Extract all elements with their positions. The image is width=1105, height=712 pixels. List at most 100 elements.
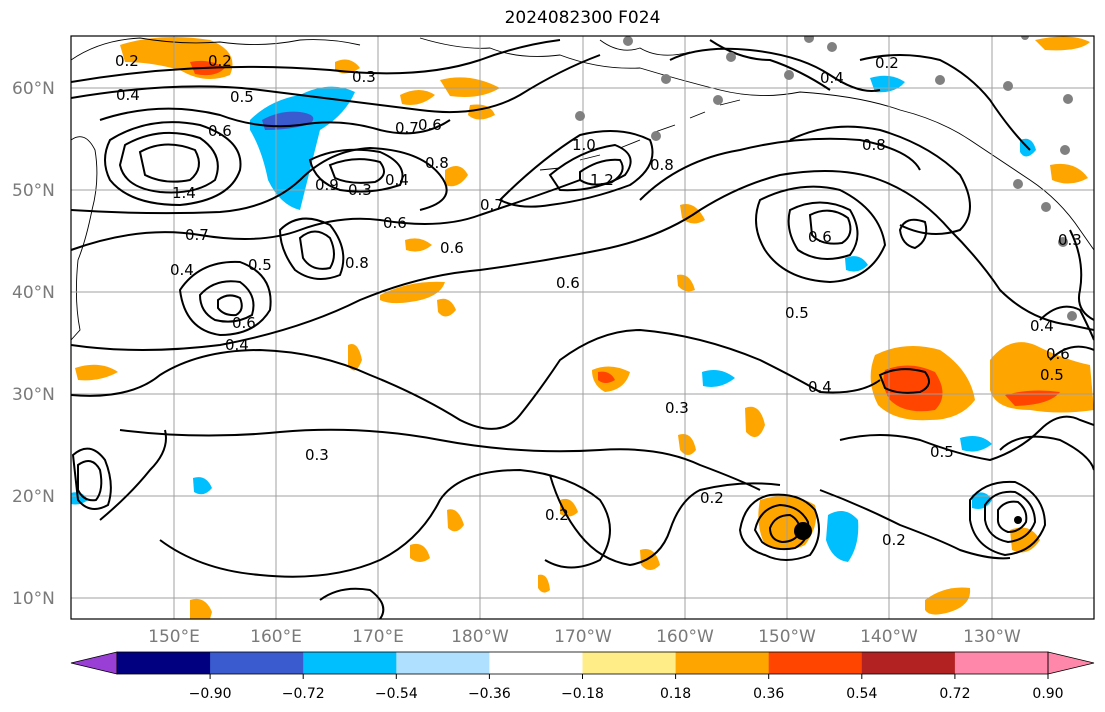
contour-label: 0.8 — [345, 254, 369, 272]
shade-orange — [440, 77, 500, 97]
longitude-labels: 150°E 160°E 170°E 180°W 170°W 160°W 150°… — [148, 627, 1021, 647]
colorbar-bin — [954, 652, 1049, 674]
shade-blue — [972, 492, 992, 509]
contour-line — [996, 500, 1028, 534]
lon-label: 160°E — [250, 627, 302, 647]
contour-line — [71, 447, 112, 510]
contour-label: 0.6 — [208, 122, 232, 140]
shade-blue — [960, 436, 992, 452]
coastline-aleutians — [539, 99, 741, 171]
contour-line — [278, 217, 345, 280]
station-dots — [575, 36, 1077, 321]
contour-line — [138, 143, 200, 183]
colorbar-bin — [303, 652, 397, 674]
coastline-alaska — [419, 37, 1094, 251]
shade-orange — [1035, 36, 1090, 51]
shade-red — [598, 371, 615, 383]
contour-label: 0.5 — [230, 88, 254, 106]
contour-line — [71, 328, 881, 430]
contour-label: 0.8 — [862, 136, 886, 154]
contour-line — [709, 39, 831, 91]
map-title: 2024082300 F024 — [504, 8, 661, 28]
contour-lines — [71, 39, 1094, 619]
station-dot — [1063, 94, 1073, 104]
lat-label: 50°N — [12, 181, 55, 201]
storm-markers — [794, 516, 1022, 540]
colorbar-bin — [675, 652, 770, 674]
shade-blue — [702, 370, 735, 387]
contour-line — [71, 54, 601, 114]
contour-label: 0.2 — [545, 506, 569, 524]
colorbar-tick-label: 0.18 — [660, 686, 691, 702]
contour-label: 0.3 — [1058, 231, 1082, 249]
contour-label: 0.5 — [930, 443, 954, 461]
lat-label: 10°N — [12, 589, 55, 609]
colorbar: −0.90 −0.72 −0.54 −0.36 −0.18 0.18 0.36 0.54 0.7… — [70, 651, 1095, 702]
contour-label: 0.3 — [352, 68, 376, 86]
shade-orange — [437, 298, 456, 317]
shade-orange — [410, 543, 430, 562]
contour-label: 0.5 — [248, 256, 272, 274]
colorbar-tick-label: 0.54 — [846, 686, 877, 702]
contour-line — [298, 230, 335, 270]
contour-label: 0.7 — [185, 226, 209, 244]
lon-label: 150°W — [758, 627, 816, 647]
shade-blue — [71, 492, 88, 505]
contour-line — [1049, 345, 1094, 361]
lon-label: 150°E — [148, 627, 200, 647]
contour-label: 0.8 — [650, 156, 674, 174]
contour-line — [308, 148, 404, 193]
shade-orange — [677, 274, 695, 292]
station-dot — [623, 36, 633, 46]
shade-orange — [335, 59, 360, 74]
contour-line — [178, 260, 272, 337]
contour-line — [319, 587, 385, 619]
lon-label: 170°E — [352, 627, 404, 647]
contour-line — [71, 170, 1094, 351]
station-dot — [784, 70, 794, 80]
contour-label: 0.4 — [820, 69, 844, 87]
contour-line — [639, 137, 921, 201]
contour-label: 0.4 — [170, 261, 194, 279]
contour-line — [969, 480, 1047, 557]
contour-line — [579, 158, 624, 186]
shade-orange — [75, 364, 118, 381]
station-dot — [661, 74, 671, 84]
contour-label: 0.2 — [882, 531, 906, 549]
coastline-russia — [71, 37, 361, 61]
contour-line — [1039, 305, 1094, 341]
contour-label: 0.4 — [385, 171, 409, 189]
contour-line — [498, 130, 654, 208]
coastlines — [71, 37, 1094, 341]
contour-line — [755, 185, 887, 284]
contour-label: 0.5 — [1040, 366, 1064, 384]
shade-orange — [405, 238, 432, 252]
colorbar-bin — [861, 652, 956, 674]
station-dot — [1058, 237, 1068, 247]
shaded-fields — [71, 36, 1094, 619]
contour-line — [99, 429, 167, 521]
contour-line — [104, 121, 242, 207]
station-dot — [827, 42, 837, 52]
contour-line — [753, 503, 810, 551]
station-dot — [935, 75, 945, 85]
contour-line — [898, 218, 928, 250]
shade-orange — [445, 166, 468, 187]
contour-line — [819, 489, 1011, 560]
contour-line — [808, 209, 852, 245]
coastline-bering — [599, 39, 691, 56]
station-dot — [726, 52, 736, 62]
shade-orange — [348, 344, 362, 371]
station-dot — [1041, 202, 1051, 212]
contour-line — [71, 39, 561, 83]
contour-line — [119, 428, 761, 491]
storm-center-marker — [794, 522, 812, 540]
contour-line — [71, 179, 581, 251]
shade-orange — [678, 434, 696, 455]
station-dot — [575, 111, 585, 121]
contour-labels: 0.2 0.2 0.4 0.5 0.3 0.6 0.7 0.6 0.8 1.4 … — [115, 52, 1082, 549]
shade-orange — [925, 587, 971, 615]
colorbar-tick-label: 0.36 — [753, 686, 784, 702]
lon-label: 160°W — [656, 627, 714, 647]
contour-line — [77, 460, 103, 502]
